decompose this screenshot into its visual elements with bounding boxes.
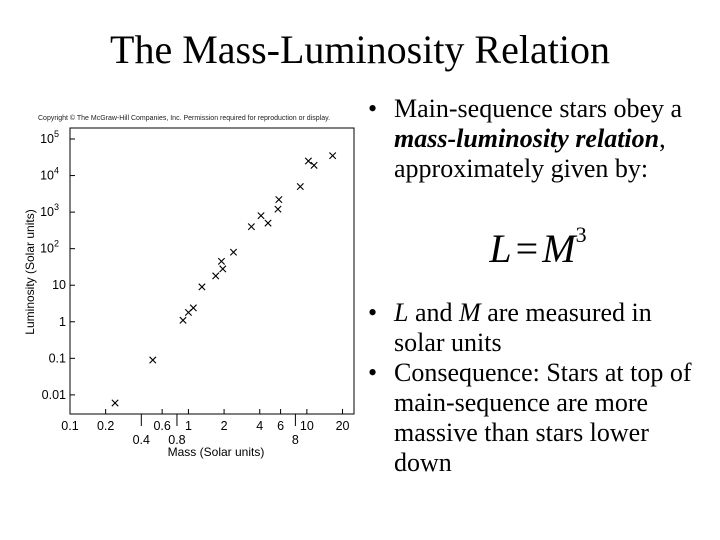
bullet-2-var-m: M bbox=[459, 298, 481, 327]
y-tick-label: 104 bbox=[40, 166, 59, 183]
data-point bbox=[310, 161, 318, 169]
x-axis-label: Mass (Solar units) bbox=[168, 445, 265, 459]
bullet-dot: • bbox=[368, 358, 378, 387]
formula-rhs: M bbox=[542, 226, 576, 271]
data-point bbox=[257, 212, 265, 220]
y-tick-label: 1 bbox=[59, 315, 66, 329]
data-point bbox=[274, 205, 282, 213]
data-point bbox=[198, 283, 206, 291]
formula-exponent: 3 bbox=[575, 222, 587, 247]
data-point bbox=[247, 223, 255, 231]
y-tick-label: 0.1 bbox=[49, 351, 66, 365]
data-point bbox=[179, 316, 187, 324]
bullet-dot: • bbox=[368, 298, 378, 327]
bullet-3-text: Consequence: Stars at top of main-sequen… bbox=[394, 358, 692, 477]
data-point bbox=[149, 356, 157, 364]
x-tick-label: 4 bbox=[256, 419, 263, 433]
x-tick-label: 0.4 bbox=[133, 433, 150, 447]
x-tick-label: 10 bbox=[300, 419, 314, 433]
formula-lhs: L bbox=[489, 226, 512, 271]
y-tick-label: 105 bbox=[40, 129, 59, 146]
data-point bbox=[212, 272, 220, 280]
y-axis-label: Luminosity (Solar units) bbox=[23, 209, 37, 334]
slide-title: The Mass-Luminosity Relation bbox=[110, 27, 610, 72]
y-tick-label: 10 bbox=[52, 278, 66, 292]
mass-luminosity-chart: Copyright © The McGraw-Hill Companies, I… bbox=[18, 104, 360, 464]
x-tick-label: 0.8 bbox=[168, 433, 185, 447]
data-point bbox=[111, 399, 119, 407]
bullet-units: • L and M are measured in solar units bbox=[368, 298, 708, 358]
data-point bbox=[229, 248, 238, 256]
formula-equals: = bbox=[515, 226, 539, 271]
x-tick-label: 0.6 bbox=[153, 419, 170, 433]
x-tick-label: 8 bbox=[292, 433, 299, 447]
y-tick-label: 103 bbox=[40, 202, 59, 219]
data-point bbox=[264, 219, 272, 227]
bullet-list: • Main-sequence stars obey a mass-lumino… bbox=[368, 94, 708, 478]
bullet-2-var-l: L bbox=[394, 298, 409, 327]
x-tick-label: 1 bbox=[185, 419, 192, 433]
chart-svg: Copyright © The McGraw-Hill Companies, I… bbox=[23, 114, 355, 459]
y-tick-label: 102 bbox=[40, 239, 59, 256]
y-tick-label: 0.01 bbox=[42, 388, 66, 402]
bullet-1-emphasis: mass-luminosity relation bbox=[394, 124, 660, 153]
data-point bbox=[275, 196, 283, 204]
bullet-1-post: , approximately given by: bbox=[394, 124, 666, 183]
x-tick-label: 2 bbox=[221, 419, 228, 433]
formula: L = M3 bbox=[368, 212, 708, 272]
data-point bbox=[304, 157, 312, 165]
y-tick-exponent: 3 bbox=[54, 202, 59, 212]
y-tick-exponent: 2 bbox=[54, 239, 59, 249]
x-tick-label: 0.1 bbox=[61, 419, 78, 433]
x-tick-label: 0.2 bbox=[97, 419, 114, 433]
data-point bbox=[296, 182, 304, 191]
bullet-dot: • bbox=[368, 94, 378, 123]
x-tick-label: 6 bbox=[277, 419, 284, 433]
bullet-mass-luminosity: • Main-sequence stars obey a mass-lumino… bbox=[368, 94, 708, 184]
bullet-consequence: • Consequence: Stars at top of main-sequ… bbox=[368, 358, 708, 478]
y-tick-exponent: 5 bbox=[54, 129, 59, 139]
bullet-2-post: are measured in solar units bbox=[394, 298, 652, 357]
bullet-1-pre: Main-sequence stars obey a bbox=[394, 94, 683, 123]
data-point bbox=[189, 304, 197, 312]
data-point bbox=[217, 257, 226, 265]
data-point bbox=[329, 152, 337, 160]
data-point bbox=[219, 265, 227, 273]
x-tick-label: 20 bbox=[336, 419, 350, 433]
y-tick-exponent: 4 bbox=[54, 166, 59, 176]
bullet-2-mid: and bbox=[408, 298, 460, 327]
chart-copyright: Copyright © The McGraw-Hill Companies, I… bbox=[38, 114, 330, 122]
plot-frame bbox=[69, 127, 355, 415]
